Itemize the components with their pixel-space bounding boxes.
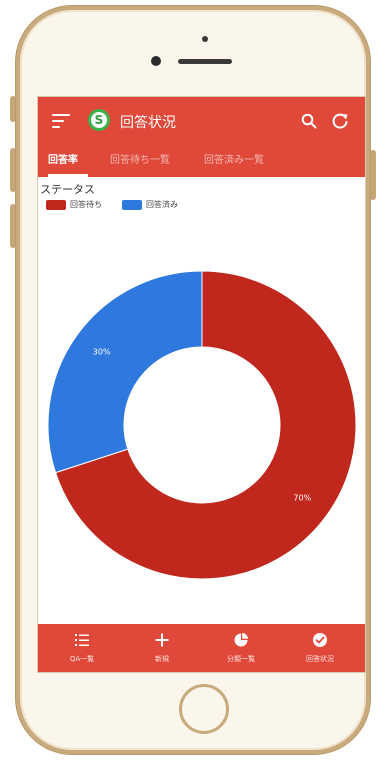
data-label-pending: 70% xyxy=(293,493,311,502)
volume-up-button xyxy=(10,148,16,192)
nav-new[interactable]: 新規 xyxy=(126,624,198,672)
volume-down-button xyxy=(10,204,16,248)
legend-label-pending: 回答待ち xyxy=(70,200,102,209)
front-sensor xyxy=(202,36,208,42)
data-label-answered: 30% xyxy=(93,348,111,357)
power-button xyxy=(370,150,376,200)
chart-area: ステータス 回答待ち 回答済み 70% 30% xyxy=(38,177,365,622)
tab-answered-list[interactable]: 回答済み一覧 xyxy=(204,155,264,166)
tab-bar: 回答率 回答待ち一覧 回答済み一覧 xyxy=(38,151,365,175)
plus-icon xyxy=(155,633,169,647)
bottom-navigation: QA一覧 新規 分類一覧 回答状況 xyxy=(38,624,365,672)
earpiece-speaker xyxy=(178,59,232,64)
legend-swatch-answered xyxy=(122,200,142,210)
legend-swatch-pending xyxy=(46,200,66,210)
refresh-icon[interactable] xyxy=(331,112,349,130)
donut-slice-pending[interactable] xyxy=(54,270,357,580)
legend-item-answered[interactable]: 回答済み xyxy=(122,199,178,211)
tab-pending-list[interactable]: 回答待ち一覧 xyxy=(110,155,170,166)
nav-response-status[interactable]: 回答状況 xyxy=(284,624,356,672)
app-logo: S xyxy=(88,109,110,131)
app-bar: S 回答状況 回答率 回答待ち一覧 回答済み一覧 xyxy=(38,97,365,177)
search-icon[interactable] xyxy=(301,113,317,129)
status-label: ステータス xyxy=(40,183,95,196)
pie-chart-icon xyxy=(234,633,248,647)
app-screen: S 回答状況 回答率 回答待ち一覧 回答済み一覧 ステータス 回答待ち 回答済み… xyxy=(37,96,366,673)
tab-indicator xyxy=(48,174,88,177)
nav-label: 回答状況 xyxy=(306,655,334,663)
legend-item-pending[interactable]: 回答待ち xyxy=(46,199,102,211)
nav-label: 新規 xyxy=(155,655,169,663)
list-icon xyxy=(75,634,89,646)
nav-label: 分類一覧 xyxy=(227,655,255,663)
nav-label: QA一覧 xyxy=(69,655,95,663)
nav-category-list[interactable]: 分類一覧 xyxy=(205,624,277,672)
home-button[interactable] xyxy=(179,684,229,734)
donut-slice-answered[interactable] xyxy=(47,270,203,474)
mute-switch xyxy=(10,96,16,122)
tab-response-rate[interactable]: 回答率 xyxy=(48,155,78,166)
nav-qa-list[interactable]: QA一覧 xyxy=(46,624,118,672)
check-circle-icon xyxy=(313,633,327,647)
page-title: 回答状況 xyxy=(120,115,176,131)
donut-chart: 70% 30% xyxy=(47,270,357,580)
menu-icon[interactable] xyxy=(52,114,70,128)
front-camera xyxy=(151,56,161,66)
legend-label-answered: 回答済み xyxy=(146,200,178,209)
